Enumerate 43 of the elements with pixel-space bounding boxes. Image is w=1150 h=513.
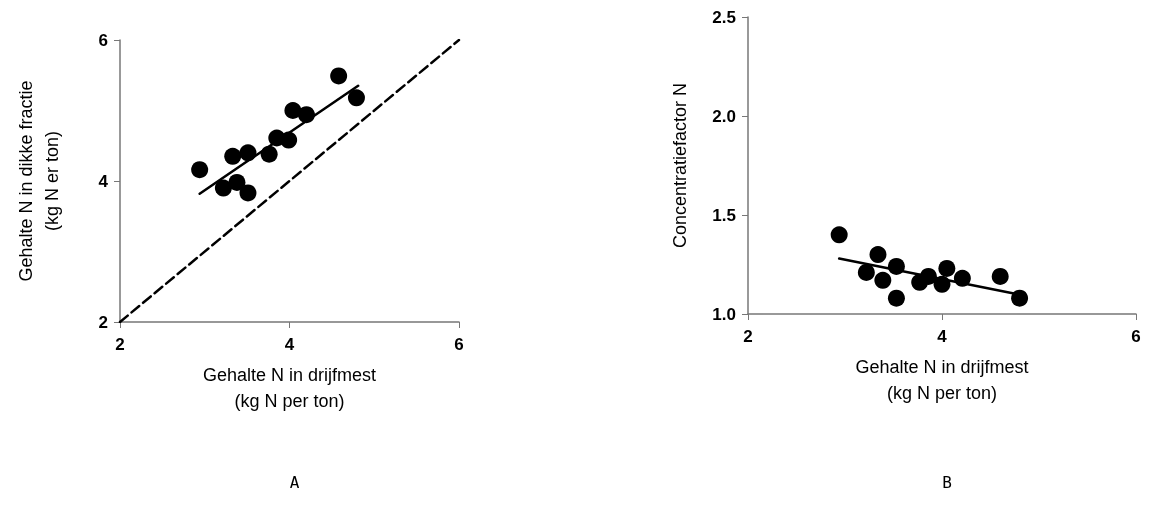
point xyxy=(830,226,848,244)
point xyxy=(857,263,875,281)
x-axis-title: Gehalte N in drijfmest (kg N per ton) xyxy=(855,357,1029,403)
point xyxy=(347,89,365,107)
y-tick-label: 2.0 xyxy=(712,106,736,126)
point xyxy=(260,145,278,163)
y-tick-label: 1.5 xyxy=(712,205,736,225)
point xyxy=(933,275,951,293)
text: B xyxy=(942,472,952,492)
point xyxy=(938,259,956,277)
point xyxy=(280,131,298,149)
y-tick-label: 6 xyxy=(98,30,108,50)
point xyxy=(239,144,257,162)
y-tick-label: 2 xyxy=(98,312,108,332)
point xyxy=(991,267,1009,285)
point xyxy=(869,246,887,264)
x-tick-label: 6 xyxy=(454,335,464,354)
point xyxy=(330,67,348,85)
point xyxy=(887,257,905,275)
point xyxy=(1011,289,1029,307)
x-tick-label: 4 xyxy=(937,327,948,346)
point xyxy=(887,289,905,307)
point xyxy=(224,147,242,165)
point xyxy=(284,102,302,119)
point xyxy=(239,184,257,202)
x-tick-label: 6 xyxy=(1131,327,1141,346)
x-tick-label: 2 xyxy=(743,327,753,346)
point xyxy=(214,179,232,197)
y-tick-label: 1.0 xyxy=(712,304,736,324)
point xyxy=(297,106,315,124)
y-axis-title: Concentratiefactor N xyxy=(670,82,690,249)
point xyxy=(191,161,209,179)
x-tick-label: 2 xyxy=(115,335,125,354)
point xyxy=(874,271,892,289)
text: A xyxy=(289,472,300,492)
x-tick-label: 4 xyxy=(284,335,295,354)
x-axis-title: Gehalte N in drijfmest (kg N per ton) xyxy=(202,365,377,411)
y-tick-label: 2.5 xyxy=(712,7,736,27)
point xyxy=(228,173,246,191)
y-tick-label: 4 xyxy=(98,171,109,191)
point xyxy=(919,267,937,285)
point xyxy=(953,269,971,287)
y-axis-title: Gehalte N in dikke fractie (kg N er ton) xyxy=(16,80,62,282)
